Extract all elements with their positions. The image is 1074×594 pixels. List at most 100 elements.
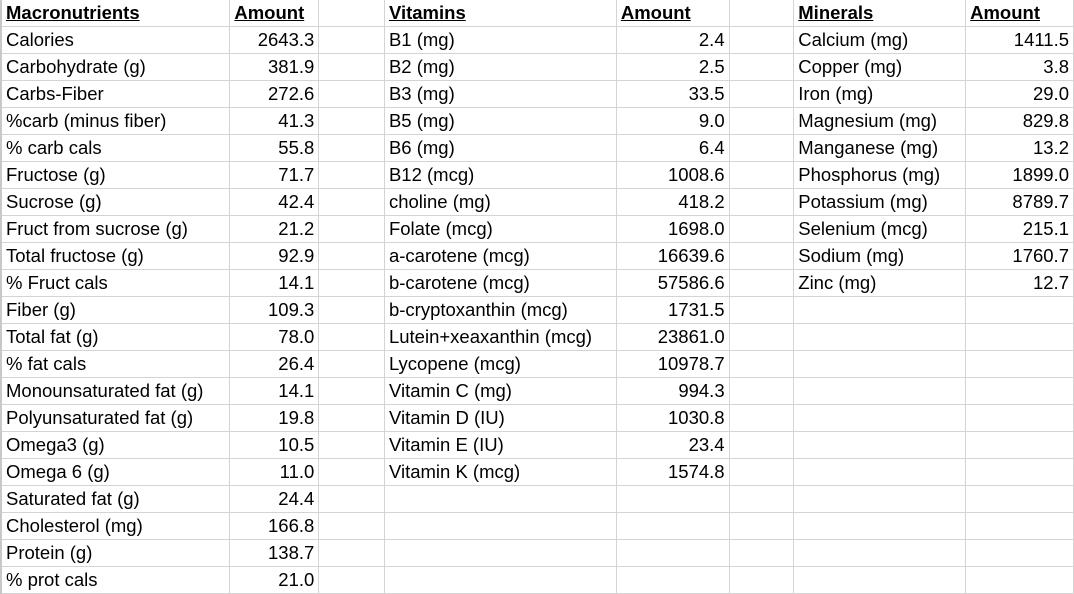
empty-cell[interactable] xyxy=(965,566,1074,594)
vitamins-name-cell[interactable]: Folate (mcg) xyxy=(384,215,617,243)
empty-cell[interactable] xyxy=(965,512,1074,540)
empty-cell[interactable] xyxy=(729,566,795,594)
macronutrients-amount-cell[interactable]: 21.0 xyxy=(229,566,320,594)
minerals-name-cell[interactable]: Selenium (mcg) xyxy=(793,215,967,243)
minerals-name-cell[interactable]: Phosphorus (mg) xyxy=(793,161,967,189)
macronutrients-name-cell[interactable]: Fiber (g) xyxy=(0,296,231,324)
vitamins-name-cell[interactable]: b-carotene (mcg) xyxy=(384,269,617,297)
macronutrients-amount-cell[interactable]: 10.5 xyxy=(229,431,320,459)
empty-cell[interactable] xyxy=(384,539,617,567)
macronutrients-name-cell[interactable]: Fructose (g) xyxy=(0,161,231,189)
empty-cell[interactable] xyxy=(793,296,967,324)
empty-cell[interactable] xyxy=(318,80,385,108)
empty-cell[interactable] xyxy=(384,566,617,594)
empty-cell[interactable] xyxy=(729,539,795,567)
empty-cell[interactable] xyxy=(793,566,967,594)
empty-cell[interactable] xyxy=(729,269,795,297)
macronutrients-name-cell[interactable]: %carb (minus fiber) xyxy=(0,107,231,135)
empty-cell[interactable] xyxy=(384,485,617,513)
macronutrients-amount-cell[interactable]: 2643.3 xyxy=(229,26,320,54)
minerals-amount-cell[interactable]: 829.8 xyxy=(965,107,1074,135)
macronutrients-name-cell[interactable]: % Fruct cals xyxy=(0,269,231,297)
vitamins-amount-cell[interactable]: 10978.7 xyxy=(616,350,730,378)
empty-cell[interactable] xyxy=(616,485,730,513)
vitamins-amount-header-cell[interactable]: Amount xyxy=(616,0,730,27)
empty-cell[interactable] xyxy=(318,161,385,189)
minerals-name-cell[interactable]: Magnesium (mg) xyxy=(793,107,967,135)
empty-cell[interactable] xyxy=(965,539,1074,567)
vitamins-name-cell[interactable]: choline (mg) xyxy=(384,188,617,216)
vitamins-amount-cell[interactable]: 1574.8 xyxy=(616,458,730,486)
macronutrients-name-cell[interactable]: % fat cals xyxy=(0,350,231,378)
empty-cell[interactable] xyxy=(318,26,385,54)
vitamins-amount-cell[interactable]: 6.4 xyxy=(616,134,730,162)
empty-cell[interactable] xyxy=(318,323,385,351)
empty-cell[interactable] xyxy=(318,377,385,405)
empty-cell[interactable] xyxy=(729,53,795,81)
vitamins-amount-cell[interactable]: 994.3 xyxy=(616,377,730,405)
empty-cell[interactable] xyxy=(729,323,795,351)
macronutrients-name-cell[interactable]: Carbohydrate (g) xyxy=(0,53,231,81)
empty-cell[interactable] xyxy=(793,350,967,378)
empty-cell[interactable] xyxy=(729,0,795,27)
macronutrients-amount-cell[interactable]: 41.3 xyxy=(229,107,320,135)
minerals-name-cell[interactable]: Iron (mg) xyxy=(793,80,967,108)
macronutrients-amount-cell[interactable]: 138.7 xyxy=(229,539,320,567)
empty-cell[interactable] xyxy=(318,215,385,243)
vitamins-name-cell[interactable]: Lycopene (mcg) xyxy=(384,350,617,378)
empty-cell[interactable] xyxy=(729,107,795,135)
macronutrients-amount-cell[interactable]: 381.9 xyxy=(229,53,320,81)
empty-cell[interactable] xyxy=(729,188,795,216)
minerals-amount-cell[interactable]: 12.7 xyxy=(965,269,1074,297)
macronutrients-name-cell[interactable]: Monounsaturated fat (g) xyxy=(0,377,231,405)
empty-cell[interactable] xyxy=(965,350,1074,378)
macronutrients-amount-cell[interactable]: 55.8 xyxy=(229,134,320,162)
minerals-name-cell[interactable]: Manganese (mg) xyxy=(793,134,967,162)
empty-cell[interactable] xyxy=(318,242,385,270)
empty-cell[interactable] xyxy=(793,512,967,540)
macronutrients-amount-cell[interactable]: 14.1 xyxy=(229,377,320,405)
vitamins-amount-cell[interactable]: 2.5 xyxy=(616,53,730,81)
macronutrients-name-cell[interactable]: % prot cals xyxy=(0,566,231,594)
empty-cell[interactable] xyxy=(729,431,795,459)
macronutrients-amount-cell[interactable]: 19.8 xyxy=(229,404,320,432)
empty-cell[interactable] xyxy=(729,80,795,108)
minerals-amount-cell[interactable]: 3.8 xyxy=(965,53,1074,81)
vitamins-amount-cell[interactable]: 33.5 xyxy=(616,80,730,108)
macronutrients-name-cell[interactable]: Total fat (g) xyxy=(0,323,231,351)
macronutrients-amount-cell[interactable]: 109.3 xyxy=(229,296,320,324)
empty-cell[interactable] xyxy=(616,539,730,567)
vitamins-name-cell[interactable]: b-cryptoxanthin (mcg) xyxy=(384,296,617,324)
vitamins-amount-cell[interactable]: 1731.5 xyxy=(616,296,730,324)
empty-cell[interactable] xyxy=(318,134,385,162)
empty-cell[interactable] xyxy=(965,296,1074,324)
empty-cell[interactable] xyxy=(793,404,967,432)
empty-cell[interactable] xyxy=(318,269,385,297)
empty-cell[interactable] xyxy=(616,512,730,540)
empty-cell[interactable] xyxy=(965,485,1074,513)
empty-cell[interactable] xyxy=(729,404,795,432)
minerals-amount-cell[interactable]: 1760.7 xyxy=(965,242,1074,270)
empty-cell[interactable] xyxy=(729,161,795,189)
vitamins-name-cell[interactable]: Vitamin K (mcg) xyxy=(384,458,617,486)
vitamins-name-cell[interactable]: Vitamin D (IU) xyxy=(384,404,617,432)
minerals-name-cell[interactable]: Copper (mg) xyxy=(793,53,967,81)
empty-cell[interactable] xyxy=(793,377,967,405)
empty-cell[interactable] xyxy=(729,26,795,54)
vitamins-amount-cell[interactable]: 418.2 xyxy=(616,188,730,216)
minerals-amount-cell[interactable]: 1899.0 xyxy=(965,161,1074,189)
vitamins-amount-cell[interactable]: 57586.6 xyxy=(616,269,730,297)
macronutrients-name-cell[interactable]: Total fructose (g) xyxy=(0,242,231,270)
vitamins-name-cell[interactable]: B6 (mg) xyxy=(384,134,617,162)
empty-cell[interactable] xyxy=(318,404,385,432)
macronutrients-amount-cell[interactable]: 24.4 xyxy=(229,485,320,513)
empty-cell[interactable] xyxy=(965,323,1074,351)
macronutrients-name-cell[interactable]: Calories xyxy=(0,26,231,54)
macronutrients-name-cell[interactable]: % carb cals xyxy=(0,134,231,162)
empty-cell[interactable] xyxy=(318,431,385,459)
macronutrients-header-cell[interactable]: Macronutrients xyxy=(0,0,231,27)
vitamins-name-cell[interactable]: B12 (mcg) xyxy=(384,161,617,189)
empty-cell[interactable] xyxy=(318,296,385,324)
empty-cell[interactable] xyxy=(729,242,795,270)
empty-cell[interactable] xyxy=(729,377,795,405)
